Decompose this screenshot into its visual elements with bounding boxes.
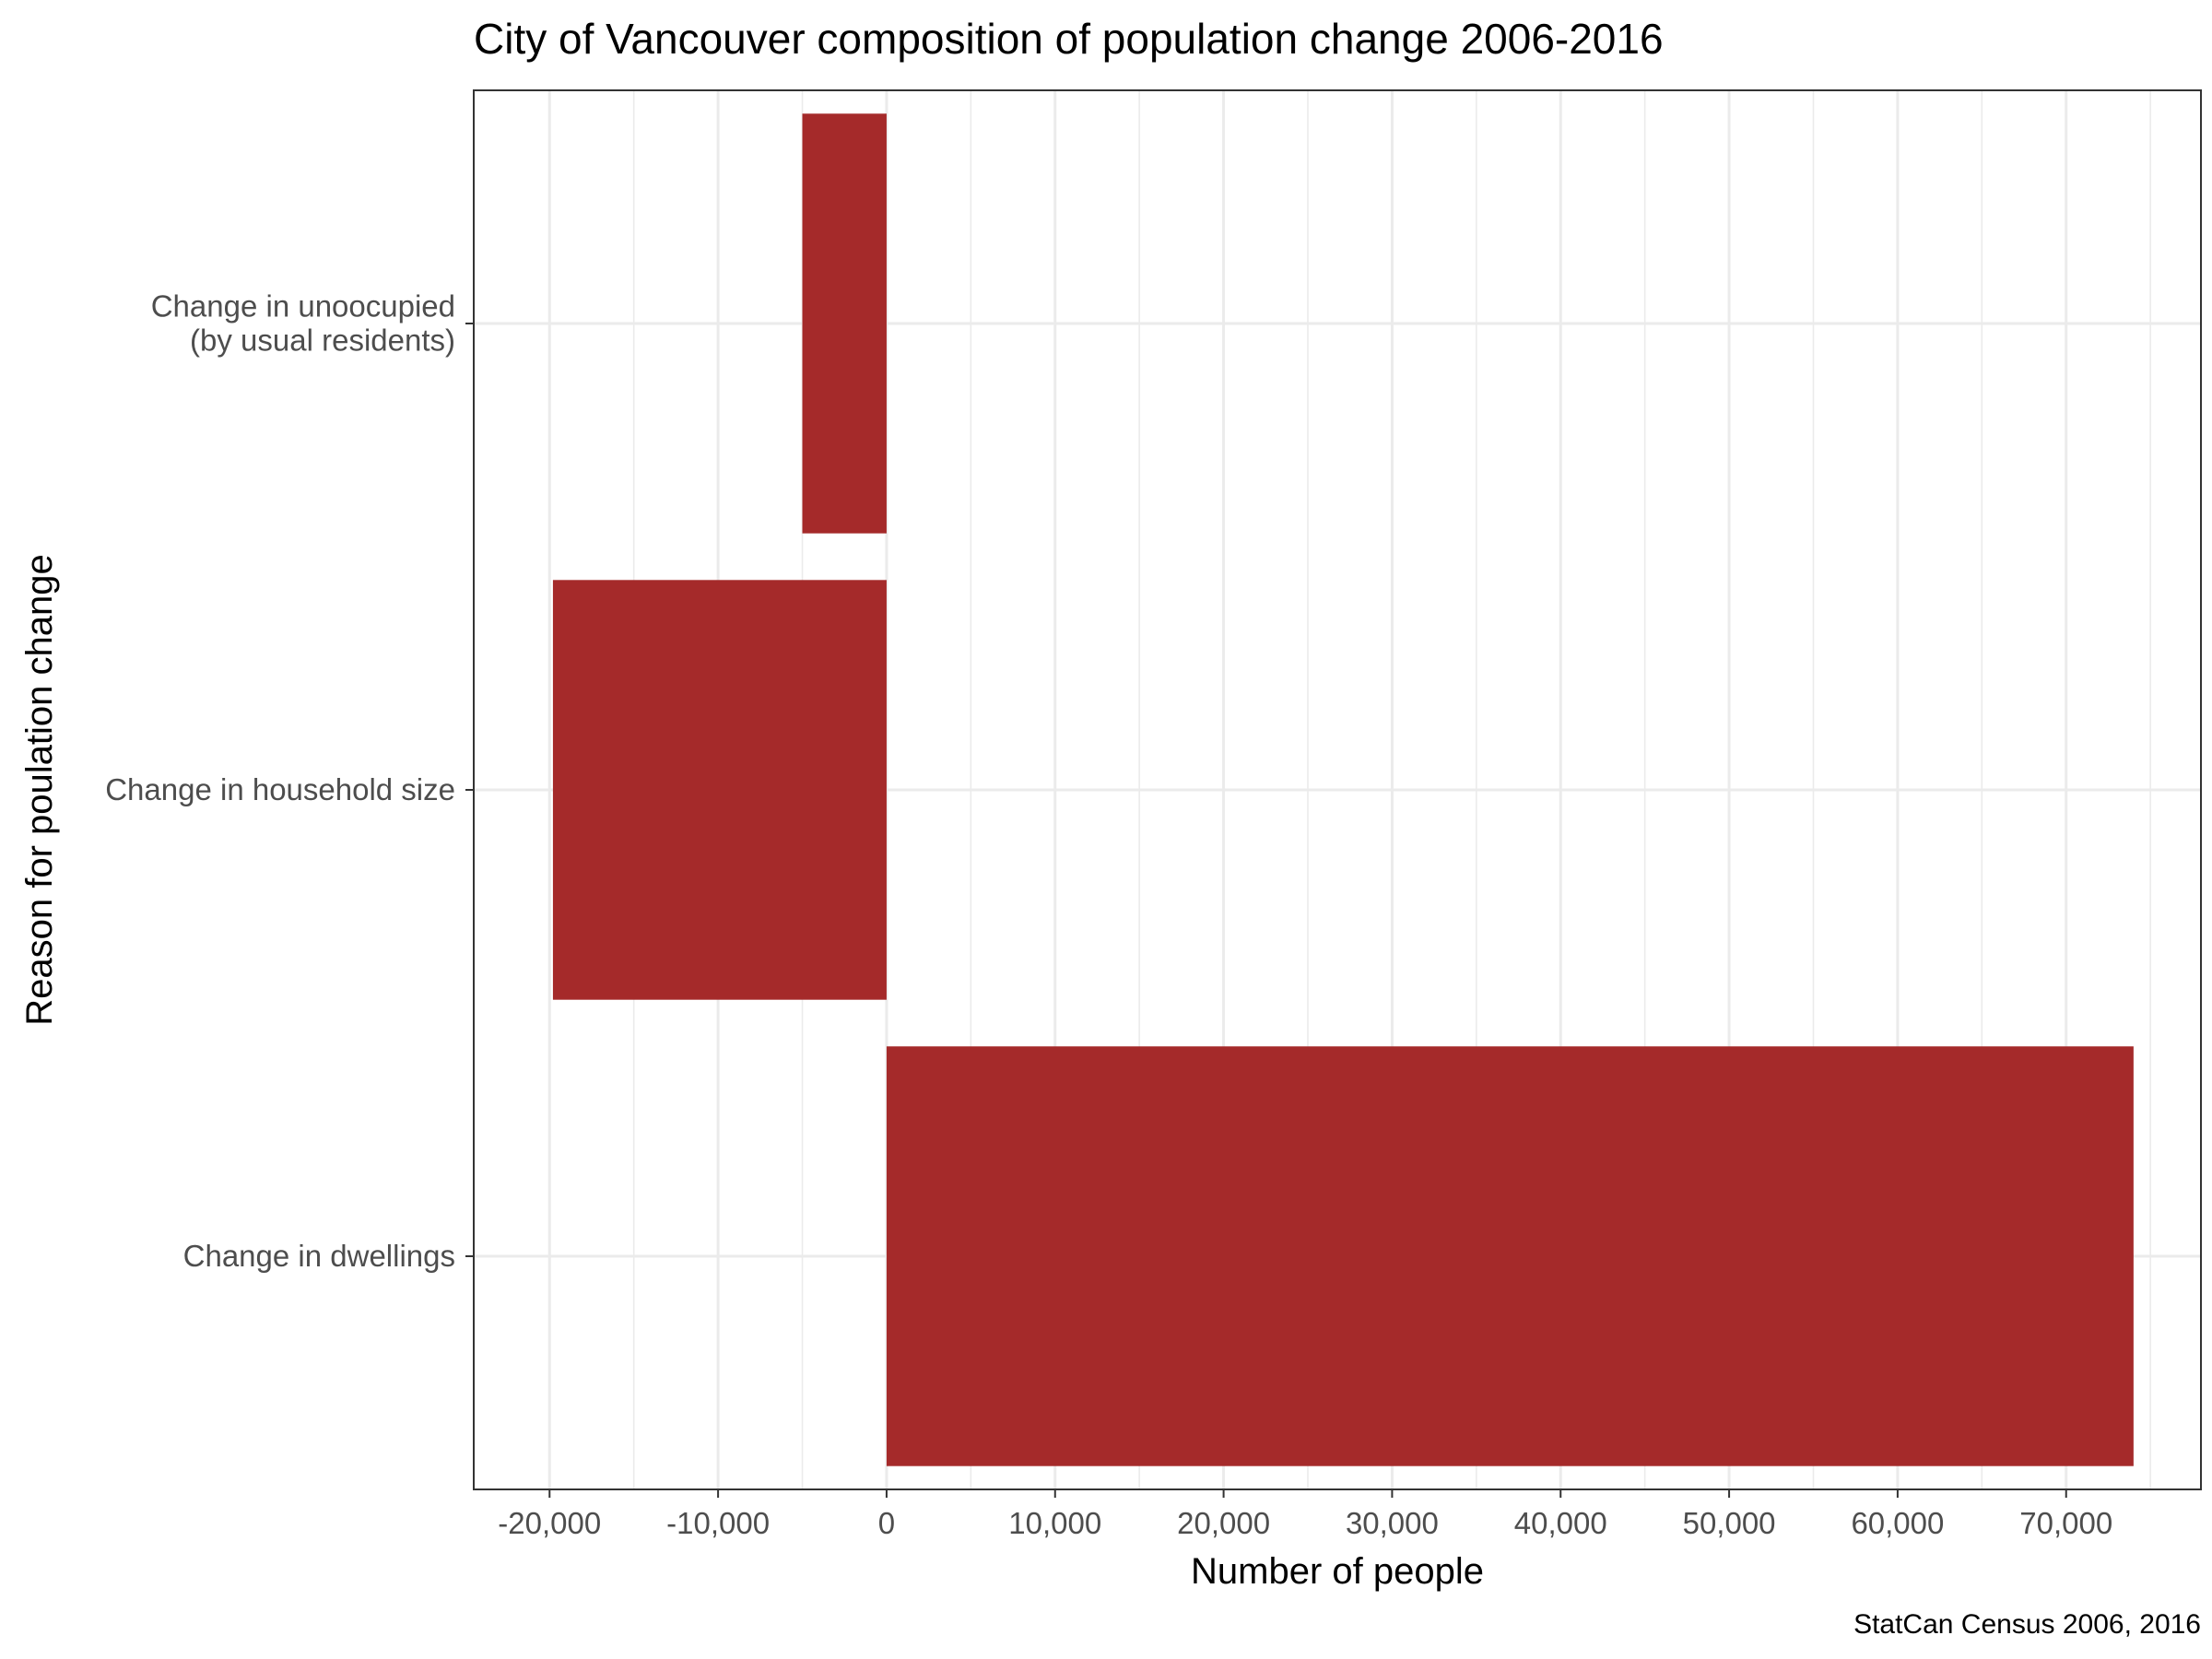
bar-0 — [802, 113, 887, 534]
x-tick-label: -20,000 — [498, 1506, 601, 1540]
y-tick-label: Change in unoocupied — [151, 289, 455, 324]
caption: StatCan Census 2006, 2016 — [1853, 1609, 2201, 1640]
x-tick-label: 50,000 — [1683, 1506, 1776, 1540]
chart-title: City of Vancouver composition of populat… — [474, 15, 1664, 63]
bar-1 — [552, 580, 887, 1000]
x-tick-label: 0 — [878, 1506, 895, 1540]
y-axis-title: Reason for poulation change — [19, 554, 60, 1025]
bars — [552, 113, 2134, 1466]
x-tick-label: 10,000 — [1008, 1506, 1101, 1540]
x-tick-label: 20,000 — [1177, 1506, 1270, 1540]
x-axis-title: Number of people — [1191, 1551, 1484, 1592]
x-tick-label: 30,000 — [1346, 1506, 1439, 1540]
y-tick-label: Change in household size — [105, 772, 455, 806]
y-tick-label: Change in dwellings — [183, 1239, 455, 1273]
y-tick-label: (by usual residents) — [190, 324, 455, 358]
y-axis: Change in unoocupied(by usual residents)… — [105, 289, 474, 1273]
x-tick-label: -10,000 — [666, 1506, 770, 1540]
x-tick-label: 40,000 — [1514, 1506, 1607, 1540]
x-tick-label: 60,000 — [1851, 1506, 1944, 1540]
bar-2 — [886, 1046, 2134, 1466]
x-tick-label: 70,000 — [2019, 1506, 2112, 1540]
x-axis: -20,000 -10,000 0 10,000 20,000 30,000 40,000 5… — [498, 1489, 2112, 1540]
